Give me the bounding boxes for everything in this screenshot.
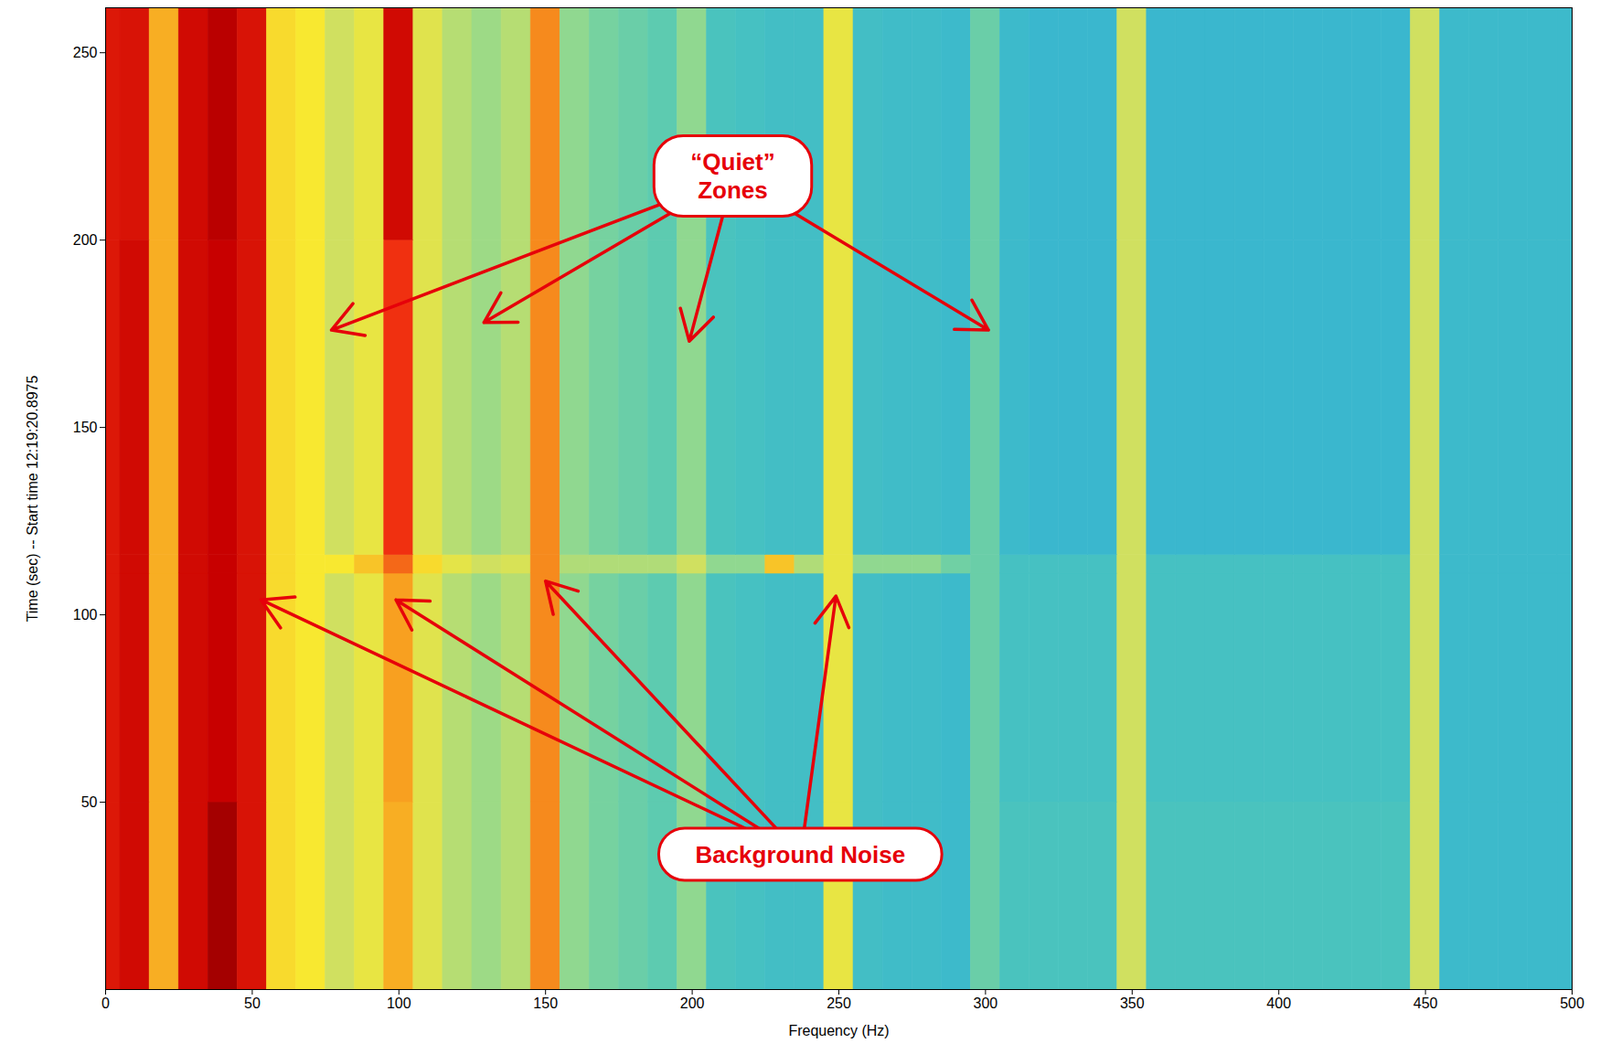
svg-text:50: 50 [81,794,98,811]
svg-text:Background Noise: Background Noise [694,841,906,869]
svg-text:0: 0 [101,995,110,1012]
svg-text:50: 50 [244,995,261,1012]
svg-text:Time (sec) -- Start time 12:19: Time (sec) -- Start time 12:19:20.8975 [24,375,41,623]
svg-text:150: 150 [533,995,558,1012]
svg-text:150: 150 [73,419,98,436]
svg-text:200: 200 [680,995,705,1012]
svg-text:250: 250 [73,44,98,61]
svg-text:200: 200 [73,232,98,248]
svg-text:400: 400 [1266,995,1291,1012]
svg-text:Frequency (Hz): Frequency (Hz) [788,1023,889,1039]
svg-text:100: 100 [386,995,412,1012]
svg-text:450: 450 [1413,995,1439,1012]
svg-text:250: 250 [826,995,852,1012]
svg-text:350: 350 [1120,995,1145,1012]
svg-text:100: 100 [73,607,98,623]
svg-text:300: 300 [973,995,999,1012]
svg-text:“Quiet”Zones: “Quiet”Zones [690,148,775,204]
svg-text:500: 500 [1559,995,1585,1012]
